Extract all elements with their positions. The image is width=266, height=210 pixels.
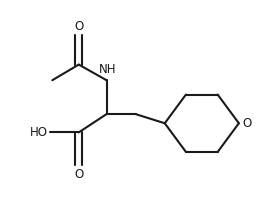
- Text: O: O: [74, 20, 83, 33]
- Text: HO: HO: [30, 126, 48, 139]
- Text: O: O: [74, 168, 83, 181]
- Text: O: O: [243, 117, 252, 130]
- Text: NH: NH: [99, 63, 116, 76]
